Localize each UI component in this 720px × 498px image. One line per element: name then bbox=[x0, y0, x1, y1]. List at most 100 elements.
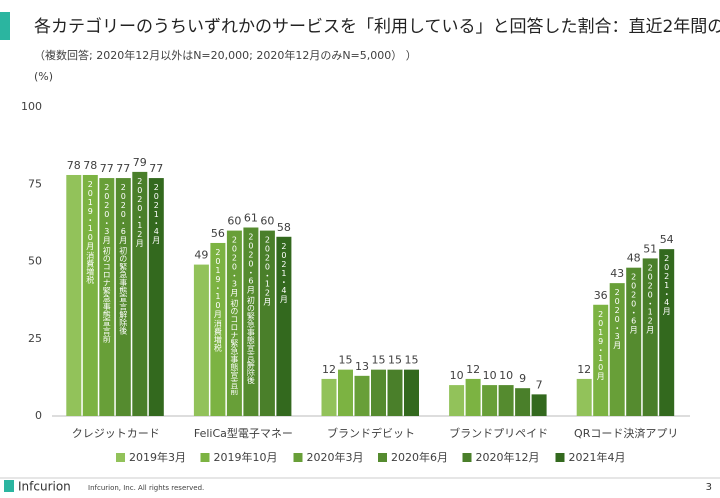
legend-swatch bbox=[555, 453, 565, 462]
bar bbox=[243, 227, 259, 416]
bar bbox=[659, 249, 675, 416]
annotation-date: 2019・10月 bbox=[596, 310, 605, 381]
annotation-note: 初のコロナ緊急事態宣言前 bbox=[230, 298, 239, 396]
copyright: Infcurion, Inc. All rights reserved. bbox=[88, 484, 204, 492]
annotation-note: 消費増税 bbox=[86, 251, 95, 285]
annotation-date: 2021・4月 bbox=[662, 254, 671, 316]
bar bbox=[515, 388, 531, 416]
annotation-date: 2020・6月 bbox=[246, 233, 255, 295]
value-label: 48 bbox=[627, 252, 641, 265]
y-tick-label: 25 bbox=[28, 332, 42, 345]
bar bbox=[66, 174, 82, 416]
bar bbox=[193, 264, 209, 416]
legend-label: 2019年3月 bbox=[129, 450, 186, 464]
legend-swatch bbox=[378, 453, 387, 462]
logo-icon bbox=[4, 480, 14, 492]
bar bbox=[404, 369, 419, 416]
page-number: 3 bbox=[706, 482, 712, 493]
value-label: 12 bbox=[322, 363, 336, 376]
legend-label: 2021年4月 bbox=[569, 450, 626, 464]
value-label: 10 bbox=[450, 369, 464, 382]
bar bbox=[626, 267, 642, 416]
value-label: 56 bbox=[211, 227, 225, 240]
bar bbox=[132, 171, 148, 416]
bar bbox=[609, 283, 625, 416]
bar bbox=[387, 369, 403, 416]
value-label: 60 bbox=[260, 215, 274, 228]
value-label: 15 bbox=[372, 354, 386, 367]
legend-label: 2019年10月 bbox=[214, 450, 278, 464]
legend-label: 2020年6月 bbox=[391, 450, 448, 464]
legend-swatch bbox=[116, 453, 125, 462]
value-label: 12 bbox=[466, 363, 480, 376]
legend-swatch bbox=[200, 453, 210, 462]
annotation-date: 2020・12月 bbox=[135, 177, 144, 248]
annotation-note: 初の緊急事態宣言解除後 bbox=[246, 295, 255, 384]
y-tick-label: 50 bbox=[28, 255, 42, 268]
value-label: 15 bbox=[405, 354, 419, 367]
annotation-date: 2020・3月 bbox=[230, 236, 239, 298]
x-tick-label: クレジットカード bbox=[72, 427, 160, 440]
annotation-date: 2020・3月 bbox=[613, 288, 622, 350]
bar bbox=[593, 304, 609, 416]
value-label: 10 bbox=[483, 369, 497, 382]
value-label: 77 bbox=[149, 162, 163, 175]
value-label: 78 bbox=[83, 159, 97, 172]
value-label: 77 bbox=[100, 162, 114, 175]
bar bbox=[576, 378, 592, 416]
bar bbox=[276, 236, 292, 416]
chart-subtitle: （複数回答; 2020年12月以外はN=20,000; 2020年12月のみN=… bbox=[34, 48, 417, 62]
bar bbox=[642, 258, 658, 416]
annotation-date: 2020・12月 bbox=[646, 263, 655, 334]
bar bbox=[115, 178, 131, 416]
x-tick-label: ブランドデビット bbox=[327, 426, 415, 440]
annotation-date: 2020・6月 bbox=[629, 273, 638, 335]
title-accent bbox=[0, 12, 10, 40]
value-label: 51 bbox=[643, 242, 657, 255]
annotation-note: 初のコロナ緊急事態宣言前 bbox=[102, 246, 111, 344]
legend-swatch bbox=[293, 453, 303, 462]
bar bbox=[465, 378, 481, 416]
annotation-date: 2020・3月 bbox=[102, 183, 111, 245]
bar bbox=[321, 378, 337, 416]
annotation-date: 2021・4月 bbox=[279, 242, 288, 304]
value-label: 77 bbox=[116, 162, 130, 175]
value-label: 36 bbox=[594, 289, 608, 302]
annotation-note: 初の緊急事態宣言解除後 bbox=[119, 246, 128, 335]
bar bbox=[531, 394, 547, 416]
value-label: 13 bbox=[355, 360, 369, 373]
value-label: 54 bbox=[660, 233, 674, 246]
y-axis-label: (%) bbox=[34, 70, 53, 83]
value-label: 12 bbox=[577, 363, 591, 376]
x-tick-label: ブランドプリペイド bbox=[449, 426, 548, 440]
value-label: 7 bbox=[536, 378, 543, 391]
x-tick-label: QRコード決済アプリ bbox=[574, 426, 678, 440]
chart-title: 各カテゴリーのうちいずれかのサービスを「利用している」と回答した割合：直近2年間… bbox=[34, 16, 720, 37]
bar bbox=[99, 178, 115, 416]
bar bbox=[148, 178, 164, 416]
value-label: 58 bbox=[277, 221, 291, 234]
bar bbox=[82, 174, 98, 416]
value-label: 60 bbox=[227, 215, 241, 228]
value-label: 15 bbox=[339, 354, 353, 367]
logo: Infcurion bbox=[18, 480, 71, 494]
bar bbox=[449, 385, 465, 416]
bar bbox=[259, 230, 275, 416]
y-tick-label: 0 bbox=[35, 409, 42, 422]
bar bbox=[338, 369, 353, 416]
annotation-date: 2020・6月 bbox=[119, 183, 128, 245]
bar bbox=[226, 230, 242, 416]
x-tick-label: FeliCa型電子マネー bbox=[194, 426, 293, 440]
value-label: 78 bbox=[67, 159, 81, 172]
bar bbox=[354, 375, 370, 416]
annotation-note: 消費増税 bbox=[213, 319, 222, 353]
legend-label: 2020年12月 bbox=[476, 450, 540, 464]
y-tick-label: 75 bbox=[28, 177, 42, 190]
value-label: 43 bbox=[610, 267, 624, 280]
bar bbox=[210, 242, 226, 416]
annotation-date: 2021・4月 bbox=[152, 183, 161, 245]
value-label: 15 bbox=[388, 354, 402, 367]
legend-swatch bbox=[462, 453, 472, 462]
